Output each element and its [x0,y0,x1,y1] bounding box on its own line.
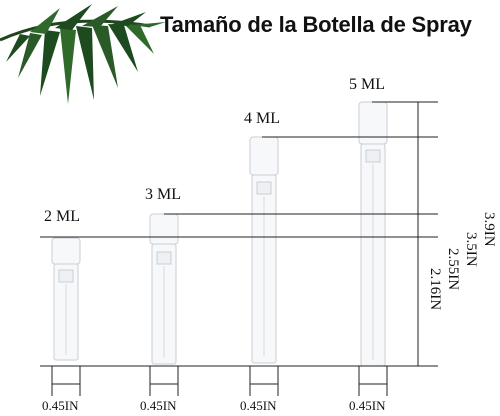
palm-leaf-icon [0,4,166,104]
capacity-label-2ml: 2 ML [44,208,80,225]
capacity-label-4ml: 4 ML [244,110,280,127]
width-label-2ml: 0.45IN [42,398,79,413]
height-label-2ml: 2.16IN [427,268,443,311]
capacity-label-3ml: 3 ML [145,186,181,203]
height-label-3ml: 2.55IN [445,248,461,291]
bottle-2ml [51,237,81,361]
width-label-5ml: 0.45IN [349,398,386,413]
width-label-4ml: 0.45IN [240,398,277,413]
bottle-5ml [358,101,388,367]
capacity-label-5ml: 5 ML [349,76,385,93]
page-title: Tamaño de la Botella de Spray [160,12,472,37]
width-brackets [51,366,388,396]
width-label-3ml: 0.45IN [140,398,177,413]
bottle-4ml [249,136,279,364]
height-label-4ml: 3.5IN [463,232,479,267]
height-guides [40,101,438,367]
height-label-5ml: 3.9IN [481,212,497,247]
